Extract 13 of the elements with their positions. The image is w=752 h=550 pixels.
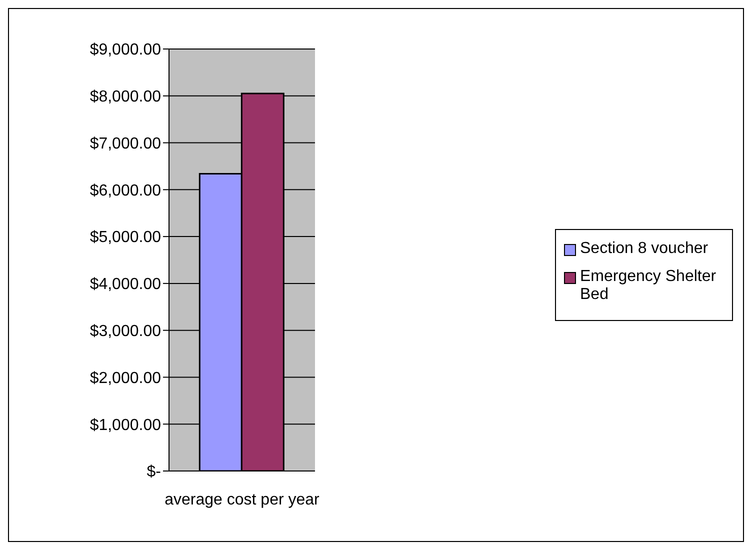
legend-label: Emergency Shelter Bed bbox=[580, 268, 718, 304]
y-tick-label: $8,000.00 bbox=[90, 88, 162, 106]
legend-label: Section 8 voucher bbox=[580, 240, 708, 258]
x-tick-label: average cost per year bbox=[164, 491, 320, 508]
y-tick-label: $4,000.00 bbox=[90, 276, 162, 294]
y-tick-label: $6,000.00 bbox=[90, 182, 162, 200]
y-tick-label: $1,000.00 bbox=[90, 416, 162, 434]
y-tick-label: $3,000.00 bbox=[90, 323, 162, 340]
y-tick-label: $9,000.00 bbox=[90, 42, 162, 59]
y-tick-label: $7,000.00 bbox=[90, 135, 162, 152]
y-tick-label: $5,000.00 bbox=[90, 229, 162, 246]
y-tick-label: $- bbox=[146, 464, 161, 481]
y-tick-label: $2,000.00 bbox=[90, 370, 162, 387]
